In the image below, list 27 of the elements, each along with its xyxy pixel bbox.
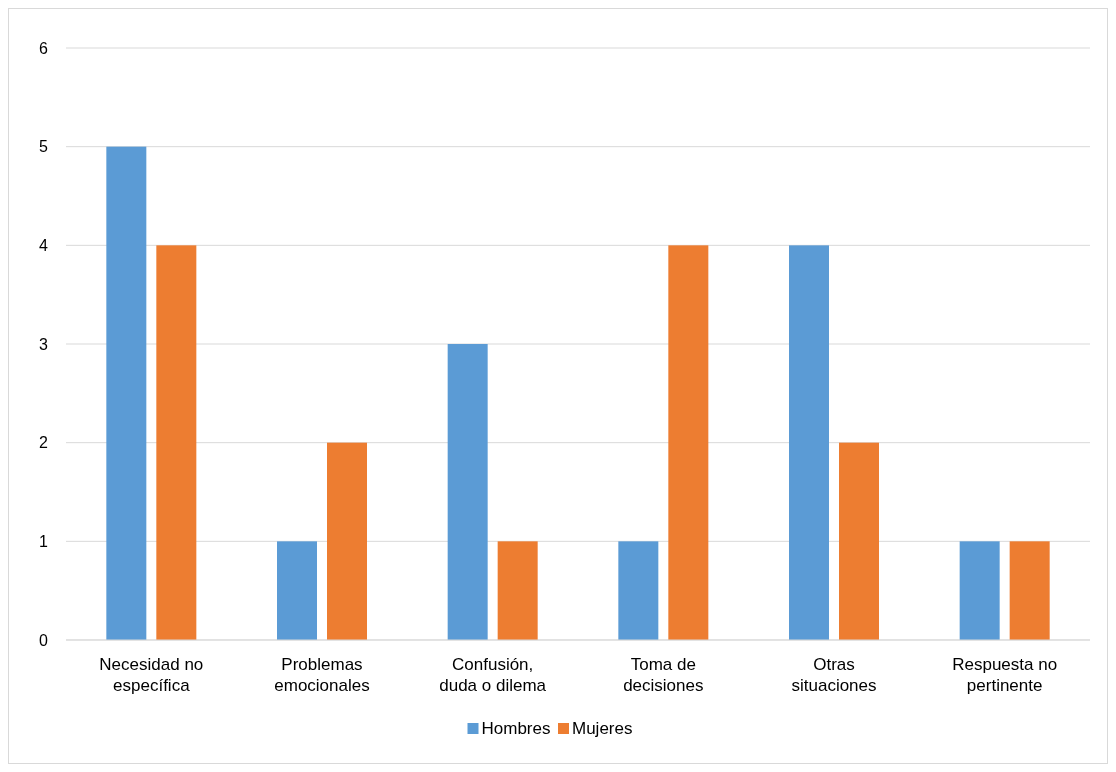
bar (789, 245, 829, 640)
bar (1009, 541, 1050, 640)
x-tick-label: Necesidad no específica (99, 655, 204, 695)
bar (959, 541, 1000, 640)
y-tick-label: 2 (39, 434, 49, 452)
bar (106, 146, 147, 640)
legend-label: Mujeres (572, 719, 633, 738)
x-tick-label: Confusión, duda o dilema (439, 655, 547, 695)
bar (497, 541, 538, 640)
bar (327, 442, 367, 640)
y-tick-label: 3 (39, 335, 49, 353)
x-tick-label: Problemas emocionales (274, 655, 370, 695)
x-tick-label: Otras situaciones (791, 655, 877, 695)
y-tick-label: 5 (39, 138, 49, 156)
y-tick-label: 0 (39, 631, 49, 649)
bar (156, 245, 197, 640)
legend-label: Hombres (481, 719, 551, 738)
bar (447, 344, 488, 640)
y-tick-label: 1 (39, 532, 49, 550)
y-tick-label: 6 (39, 39, 49, 57)
bar (839, 442, 879, 640)
x-tick-label: Respuesta no pertinente (952, 655, 1058, 695)
x-tick-label: Toma de decisiones (623, 655, 704, 695)
y-tick-label: 4 (39, 236, 49, 254)
bar (277, 541, 317, 640)
bar (618, 541, 659, 640)
bar (668, 245, 709, 640)
